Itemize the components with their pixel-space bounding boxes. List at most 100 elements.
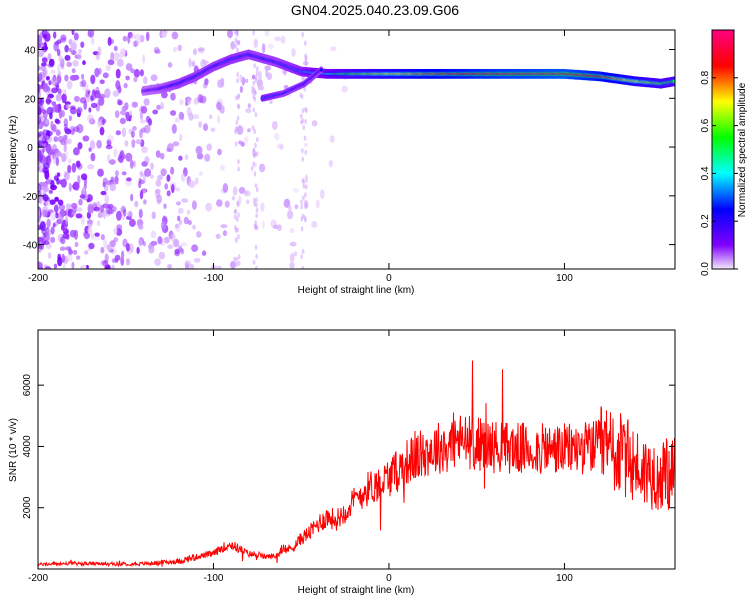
heatmap-cell (61, 110, 65, 118)
heatmap-cell (193, 257, 201, 263)
heatmap-cell (143, 98, 150, 106)
snr-x-axis: -200 -100 0 100 (28, 330, 573, 584)
heatmap-cell (72, 181, 80, 191)
heatmap-cell (150, 162, 154, 170)
heatmap-cell (237, 40, 240, 46)
heatmap-cell (118, 85, 122, 94)
heatmap-cell (254, 244, 258, 250)
heatmap-cell (141, 161, 148, 167)
heatmap-cell (292, 188, 299, 193)
heatmap-cell (63, 118, 68, 127)
heatmap-cell (70, 49, 77, 56)
heatmap-cell (77, 52, 82, 61)
heatmap-cell (50, 226, 55, 235)
heatmap-cell (147, 244, 154, 249)
heatmap-x-tick-label: -100 (203, 273, 223, 284)
heatmap-cell (41, 153, 45, 164)
heatmap-cell (264, 30, 270, 37)
heatmap-cell (71, 162, 77, 173)
heatmap-cell (235, 30, 239, 35)
heatmap-cell (254, 75, 258, 80)
heatmap-cell (50, 211, 57, 221)
heatmap-cell (80, 41, 85, 48)
heatmap-cell (92, 51, 99, 56)
heatmap-cell (672, 79, 675, 83)
heatmap-cell (320, 189, 325, 200)
heatmap-cell (121, 171, 127, 176)
heatmap-cell (237, 254, 241, 260)
heatmap-cell (103, 209, 107, 220)
heatmap-cell (63, 127, 69, 132)
heatmap-cell (123, 208, 127, 217)
heatmap-cell (79, 194, 86, 199)
heatmap-cell (236, 227, 239, 233)
heatmap-cell (191, 244, 199, 252)
heatmap-cell (49, 61, 54, 67)
heatmap-cell (38, 237, 44, 242)
heatmap-cell (106, 139, 112, 147)
heatmap-cell (247, 103, 251, 109)
heatmap-cell (301, 32, 305, 38)
heatmap-cell (50, 120, 54, 131)
heatmap-cell (260, 202, 265, 212)
heatmap-cell (75, 213, 83, 219)
heatmap-cell (74, 241, 79, 248)
heatmap-cell (55, 129, 60, 136)
heatmap-cell (199, 171, 203, 177)
heatmap-cell (50, 236, 56, 244)
heatmap-cell (50, 69, 56, 74)
heatmap-cell (304, 217, 307, 223)
heatmap-cell (210, 265, 218, 269)
heatmap-cell (42, 129, 49, 137)
heatmap-cell (94, 67, 100, 78)
heatmap-cell (177, 207, 184, 214)
heatmap-cell (129, 218, 136, 227)
heatmap-cell (121, 250, 125, 260)
heatmap-cell (304, 143, 308, 147)
heatmap-cell (45, 118, 50, 125)
heatmap-cell (116, 58, 124, 67)
heatmap-cell (222, 230, 227, 237)
heatmap-cell (66, 80, 73, 90)
heatmap-cell (142, 54, 146, 64)
heatmap-cell (237, 234, 240, 240)
heatmap-cell (176, 201, 181, 206)
heatmap-cell (125, 152, 133, 162)
heatmap-cell (64, 54, 71, 61)
heatmap-cell (204, 153, 211, 162)
heatmap-cell (65, 215, 69, 225)
heatmap-cell (255, 207, 259, 213)
heatmap-cell (101, 118, 107, 124)
heatmap-cell (41, 57, 48, 63)
heatmap-cell (90, 232, 95, 240)
colorbar-tick-label: 0.8 (700, 70, 711, 84)
heatmap-cell (55, 93, 62, 102)
heatmap-cell (167, 62, 173, 68)
heatmap-cell (38, 89, 41, 99)
heatmap-cell (115, 170, 119, 177)
heatmap-cell (141, 127, 147, 133)
heatmap-cell (115, 68, 121, 79)
heatmap-cell (192, 114, 200, 120)
heatmap-cell (236, 216, 239, 222)
heatmap-cell (125, 111, 129, 120)
heatmap-cell (42, 82, 49, 93)
heatmap-cell (89, 118, 96, 125)
heatmap-cell (141, 146, 148, 154)
heatmap-cell (51, 76, 57, 86)
heatmap-cell (66, 138, 72, 145)
heatmap-cell (144, 168, 152, 177)
heatmap-cell (177, 44, 182, 52)
heatmap-cell (114, 110, 120, 118)
heatmap-cell (171, 31, 179, 40)
heatmap-cell (165, 30, 169, 34)
heatmap-cell (199, 95, 207, 104)
heatmap-cell (132, 125, 137, 131)
heatmap-cell (329, 135, 335, 143)
heatmap-cell (43, 187, 50, 193)
heatmap-cell (77, 142, 83, 150)
snr-chart: -200 -100 0 100 2000 4000 6000 Height of stra… (8, 329, 676, 596)
heatmap-cell (54, 196, 59, 202)
heatmap-cell (125, 243, 131, 252)
heatmap-cell (69, 105, 76, 110)
